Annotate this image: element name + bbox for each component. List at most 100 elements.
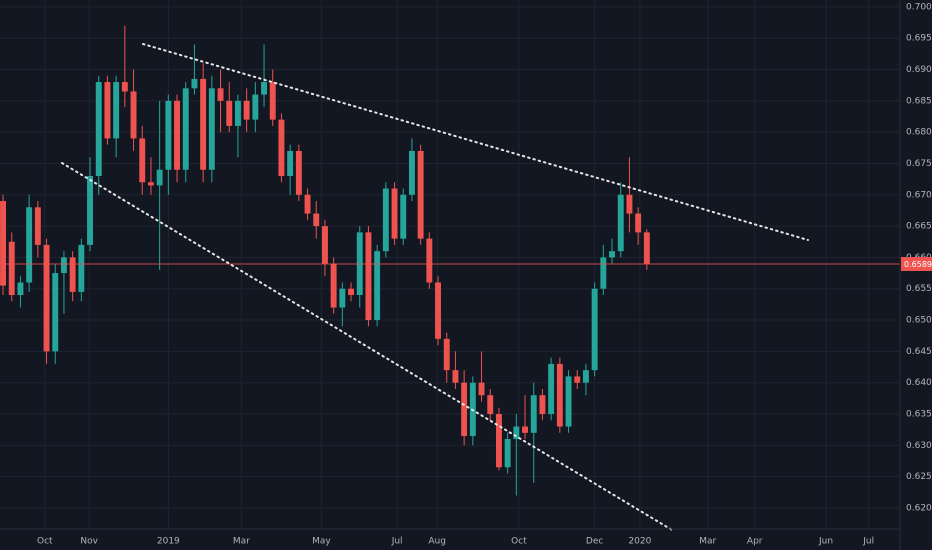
candle-body bbox=[461, 382, 468, 436]
candle-body bbox=[452, 370, 459, 383]
candle-body bbox=[539, 395, 546, 415]
candle-body bbox=[443, 338, 450, 371]
candle-body bbox=[243, 100, 250, 120]
candle-body bbox=[130, 91, 137, 139]
candle-body bbox=[43, 244, 50, 352]
candle-body bbox=[0, 201, 7, 286]
candle-body bbox=[348, 288, 354, 296]
candle-body bbox=[147, 182, 154, 186]
candle-body bbox=[643, 232, 650, 264]
x-tick-label: Jun bbox=[818, 537, 833, 547]
y-tick-label: 0.68500 bbox=[906, 96, 932, 106]
y-tick-label: 0.68000 bbox=[906, 128, 932, 138]
candle-body bbox=[182, 88, 189, 170]
candle-body bbox=[191, 78, 198, 89]
x-tick-label: Mar bbox=[699, 537, 716, 547]
candle-body bbox=[295, 150, 302, 195]
x-tick-label: Oct bbox=[511, 537, 527, 547]
candle-body bbox=[8, 241, 15, 296]
candle-body bbox=[234, 100, 241, 126]
candle-body bbox=[287, 150, 294, 176]
candle-body bbox=[548, 363, 555, 415]
candle-body bbox=[269, 82, 276, 120]
candle-body bbox=[565, 376, 572, 427]
candle-body bbox=[34, 207, 41, 245]
x-tick-label: 2020 bbox=[628, 537, 651, 547]
candle-body bbox=[426, 238, 433, 283]
candle-body bbox=[156, 169, 163, 186]
candle-body bbox=[113, 82, 120, 139]
y-tick-label: 0.67500 bbox=[906, 159, 932, 169]
candle-body bbox=[313, 213, 320, 227]
x-tick-label: Jul bbox=[391, 537, 403, 547]
y-tick-label: 0.62000 bbox=[906, 503, 932, 513]
x-tick-label: Oct bbox=[37, 537, 53, 547]
x-tick-label: Jul bbox=[862, 537, 874, 547]
candle-body bbox=[95, 82, 102, 176]
y-tick-label: 0.67000 bbox=[906, 190, 932, 200]
candle-body bbox=[374, 251, 381, 321]
candle-body bbox=[600, 257, 607, 289]
candle-body bbox=[626, 194, 633, 214]
candle-body bbox=[208, 88, 215, 170]
y-tick-label: 0.65000 bbox=[906, 316, 932, 326]
candle-body bbox=[365, 232, 372, 321]
candle-body bbox=[487, 395, 494, 415]
candle-body bbox=[591, 288, 598, 371]
candle-body bbox=[165, 100, 172, 170]
candle-body bbox=[252, 94, 259, 120]
candle-body bbox=[226, 100, 233, 126]
y-tick-label: 0.69500 bbox=[906, 34, 932, 44]
candle-body bbox=[495, 414, 502, 468]
candle-body bbox=[139, 138, 146, 183]
candle-body bbox=[478, 382, 485, 396]
candle-body bbox=[261, 82, 267, 95]
candles bbox=[0, 25, 900, 496]
x-tick-label: Aug bbox=[428, 537, 446, 547]
candle-body bbox=[556, 363, 563, 427]
candle-body bbox=[321, 226, 328, 264]
candle-body bbox=[304, 194, 311, 214]
y-tick-label: 0.64500 bbox=[906, 347, 932, 357]
candle-body bbox=[582, 370, 589, 383]
candle-body bbox=[87, 176, 94, 245]
candle-body bbox=[52, 273, 59, 352]
candle-body bbox=[78, 244, 85, 292]
x-tick-label: Mar bbox=[233, 537, 250, 547]
candle-body bbox=[417, 150, 424, 239]
candle-body bbox=[504, 439, 511, 468]
candle-body bbox=[513, 426, 520, 440]
y-tick-label: 0.62500 bbox=[906, 472, 932, 482]
candle-body bbox=[17, 282, 24, 296]
candle-body bbox=[391, 188, 398, 239]
y-tick-label: 0.63500 bbox=[906, 410, 932, 420]
y-tick-label: 0.65500 bbox=[906, 284, 932, 294]
candle-body bbox=[382, 188, 389, 252]
candle-body bbox=[60, 257, 67, 274]
candle-body bbox=[400, 194, 407, 239]
candle-body bbox=[217, 88, 224, 101]
last-price-label: 0.65895 bbox=[904, 260, 932, 269]
candle-body bbox=[435, 282, 441, 339]
y-tick-label: 0.70000 bbox=[906, 2, 932, 12]
candle-body bbox=[635, 213, 642, 233]
candle-body bbox=[609, 251, 615, 258]
candle-body bbox=[69, 257, 76, 292]
candle-body bbox=[121, 82, 128, 92]
candle-body bbox=[530, 395, 537, 433]
x-tick-label: Nov bbox=[80, 537, 98, 547]
candle-body bbox=[617, 194, 624, 252]
x-tick-label: May bbox=[312, 537, 331, 547]
candle-body bbox=[104, 82, 111, 139]
x-tick-label: 2019 bbox=[157, 537, 180, 547]
y-tick-label: 0.66500 bbox=[906, 222, 932, 232]
upper-trend-line bbox=[142, 43, 809, 241]
x-tick-label: Dec bbox=[586, 537, 603, 547]
x-tick-label: Apr bbox=[747, 537, 763, 547]
candle-body bbox=[330, 263, 337, 308]
candle-body bbox=[408, 150, 415, 195]
